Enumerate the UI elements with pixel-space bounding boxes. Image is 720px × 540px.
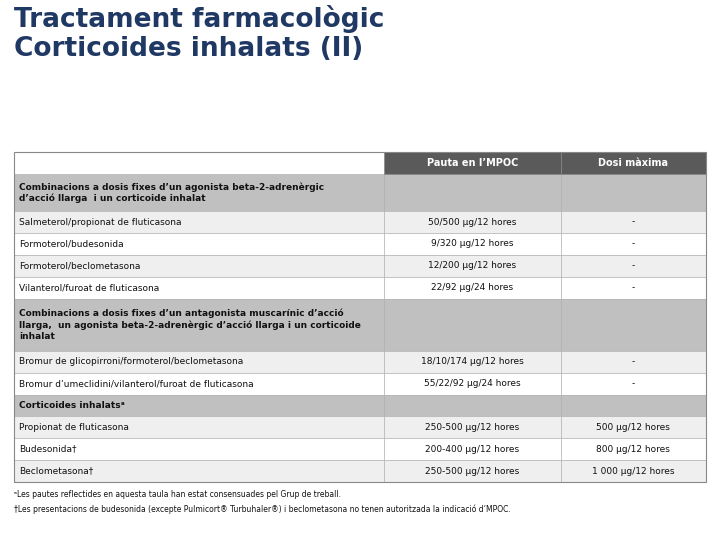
Text: Combinacions a dosis fixes d’un agonista beta-2-adrenèrgic
d’acció llarga  i un : Combinacions a dosis fixes d’un agonista… (19, 182, 324, 203)
Bar (14, 438, 384, 460)
Bar (384, 211, 561, 233)
Bar (561, 460, 706, 482)
Text: -: - (631, 283, 635, 292)
Text: 22/92 μg/24 hores: 22/92 μg/24 hores (431, 283, 513, 292)
Bar (384, 416, 561, 438)
Bar (384, 373, 561, 395)
Bar (561, 299, 706, 351)
Text: Propionat de fluticasona: Propionat de fluticasona (19, 423, 129, 432)
Text: Bromur d’umeclidini/vilanterol/furoat de fluticasona: Bromur d’umeclidini/vilanterol/furoat de… (19, 379, 253, 388)
Bar (561, 276, 706, 299)
Bar (561, 211, 706, 233)
Text: 50/500 μg/12 hores: 50/500 μg/12 hores (428, 218, 517, 227)
Bar (384, 255, 561, 276)
Text: -: - (631, 239, 635, 248)
Text: †Les presentacions de budesonida (excepte Pulmicort® Turbuhaler®) i beclometason: †Les presentacions de budesonida (except… (14, 504, 510, 514)
Bar (384, 351, 561, 373)
Bar (14, 255, 384, 276)
Text: Salmeterol/propionat de fluticasona: Salmeterol/propionat de fluticasona (19, 218, 181, 227)
Text: 12/200 μg/12 hores: 12/200 μg/12 hores (428, 261, 516, 270)
Bar (384, 276, 561, 299)
Text: Formoterol/beclometasona: Formoterol/beclometasona (19, 261, 140, 270)
Bar (561, 174, 706, 211)
Text: 250-500 μg/12 hores: 250-500 μg/12 hores (426, 423, 520, 432)
Text: 1 000 μg/12 hores: 1 000 μg/12 hores (592, 467, 675, 476)
Text: 250-500 μg/12 hores: 250-500 μg/12 hores (426, 467, 520, 476)
Bar (384, 174, 561, 211)
Bar (14, 211, 384, 233)
Text: Beclometasona†: Beclometasona† (19, 467, 94, 476)
Text: -: - (631, 261, 635, 270)
Bar (561, 255, 706, 276)
Bar (14, 152, 706, 482)
Text: Corticoides inhalatsᵃ: Corticoides inhalatsᵃ (19, 401, 125, 410)
Bar (384, 438, 561, 460)
Bar (384, 152, 561, 174)
Bar (14, 460, 384, 482)
Bar (561, 233, 706, 255)
Bar (561, 152, 706, 174)
Bar (14, 395, 384, 416)
Text: Bromur de glicopirroni/formoterol/beclometasona: Bromur de glicopirroni/formoterol/beclom… (19, 357, 243, 366)
Text: 500 μg/12 hores: 500 μg/12 hores (596, 423, 670, 432)
Bar (561, 395, 706, 416)
Text: 9/320 μg/12 hores: 9/320 μg/12 hores (431, 239, 513, 248)
Bar (14, 174, 384, 211)
Text: Formoterol/budesonida: Formoterol/budesonida (19, 239, 124, 248)
Bar (384, 299, 561, 351)
Text: Dosi màxima: Dosi màxima (598, 158, 668, 168)
Bar (384, 233, 561, 255)
Text: -: - (631, 218, 635, 227)
Bar (561, 416, 706, 438)
Bar (561, 438, 706, 460)
Text: Combinacions a dosis fixes d’un antagonista muscarínic d’acció
llarga,  un agoni: Combinacions a dosis fixes d’un antagoni… (19, 309, 361, 341)
Text: Vilanterol/furoat de fluticasona: Vilanterol/furoat de fluticasona (19, 283, 159, 292)
Bar (14, 233, 384, 255)
Bar (14, 351, 384, 373)
Text: 18/10/174 μg/12 hores: 18/10/174 μg/12 hores (421, 357, 524, 366)
Bar (14, 373, 384, 395)
Bar (384, 460, 561, 482)
Text: Budesonida†: Budesonida† (19, 445, 76, 454)
Text: -: - (631, 379, 635, 388)
Text: 800 μg/12 hores: 800 μg/12 hores (596, 445, 670, 454)
Text: 200-400 μg/12 hores: 200-400 μg/12 hores (426, 445, 520, 454)
Bar (14, 416, 384, 438)
Text: 55/22/92 μg/24 hores: 55/22/92 μg/24 hores (424, 379, 521, 388)
Text: Pauta en l’MPOC: Pauta en l’MPOC (427, 158, 518, 168)
Bar (14, 276, 384, 299)
Bar (14, 299, 384, 351)
Bar (561, 373, 706, 395)
Bar (384, 395, 561, 416)
Text: Tractament farmacològic
Corticoides inhalats (II): Tractament farmacològic Corticoides inha… (14, 5, 384, 62)
Text: -: - (631, 357, 635, 366)
Text: ᵃLes pautes reflectides en aquesta taula han estat consensuades pel Grup de treb: ᵃLes pautes reflectides en aquesta taula… (14, 490, 341, 499)
Bar (561, 351, 706, 373)
